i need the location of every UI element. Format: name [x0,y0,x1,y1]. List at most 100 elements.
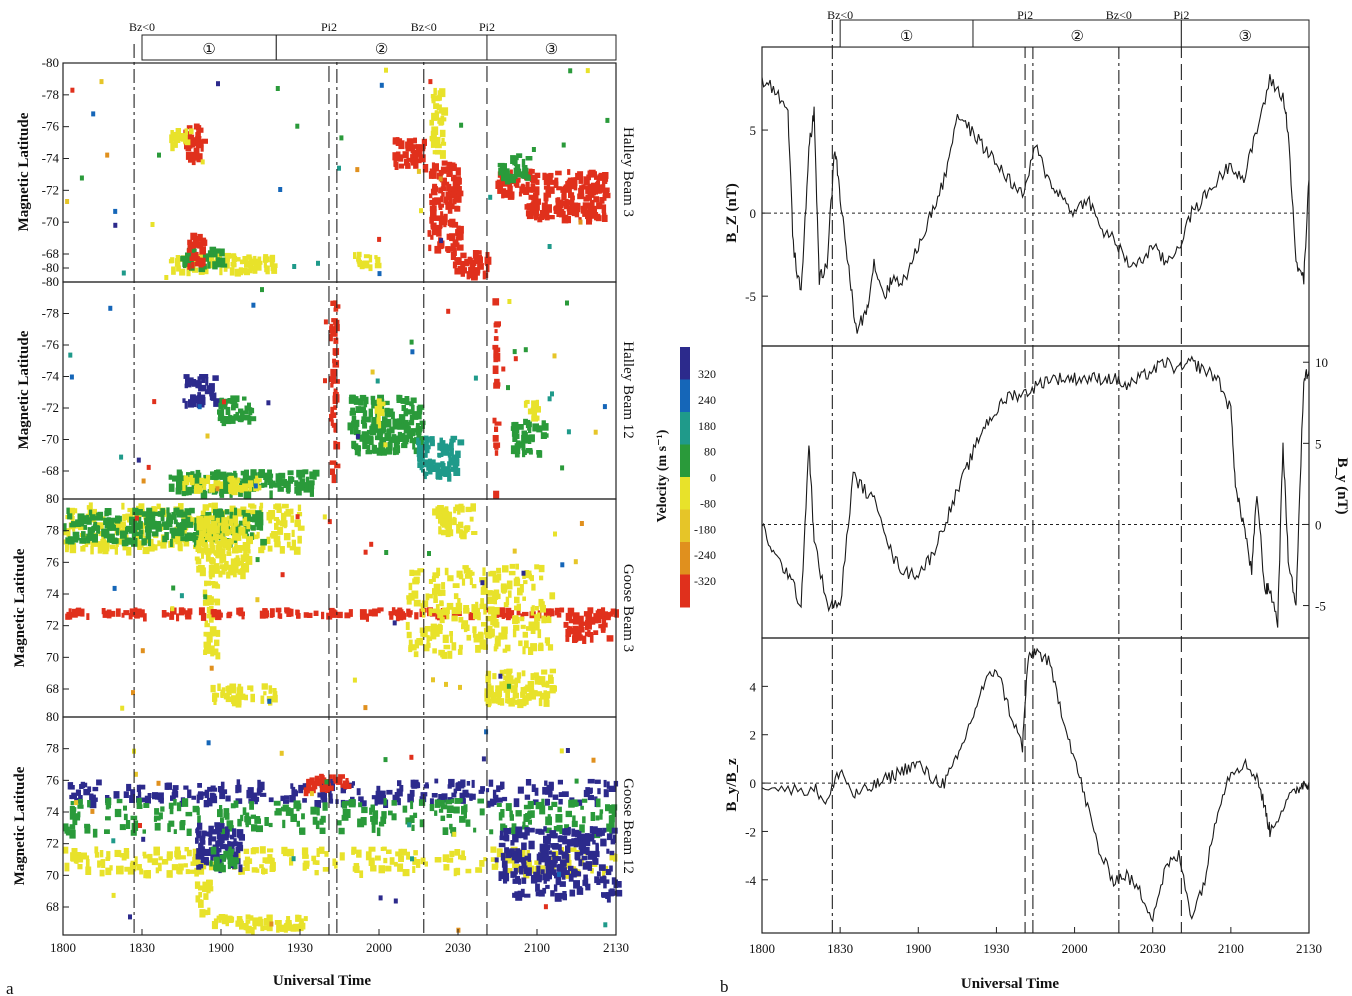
velocity-cell-r1-b2 [301,469,306,478]
velocity-cell-r2-b6 [520,616,525,622]
velocity-speckle-r2 [179,593,184,599]
velocity-cell-r2-b7 [527,692,534,698]
velocity-cell-r3-b2 [124,866,130,872]
velocity-cell-r0-b6 [417,148,423,157]
velocity-cell-r0-b2 [239,259,243,265]
velocity-speckle-r3 [90,808,95,814]
velocity-cell-r3-b2 [368,846,376,852]
velocity-cell-r3-b1 [580,805,584,810]
velocity-speckle-r3 [279,750,284,756]
y-tick-label-a: 78 [46,741,59,756]
velocity-cell-r3-b0 [558,798,563,805]
velocity-cell-r2-b3 [204,647,212,654]
velocity-cell-r0-b11 [569,182,577,190]
velocity-cell-r0-b11 [577,193,585,200]
velocity-cell-r1-b4 [332,360,340,368]
velocity-cell-r3-b1 [413,812,418,818]
velocity-cell-r3-b2 [311,855,317,862]
velocity-cell-r3-b2 [262,867,266,875]
velocity-cell-r2-b4 [244,694,248,701]
velocity-speckle-r2 [431,677,435,683]
velocity-cell-r3-b2 [374,855,381,861]
velocity-cell-r0-b6 [413,137,417,144]
velocity-cell-r0-b6 [405,162,411,169]
velocity-cell-r1-b4 [332,358,336,364]
velocity-speckle-r0 [295,123,300,129]
velocity-cell-r2-b6 [493,607,500,615]
velocity-cell-r0-b11 [563,191,567,199]
velocity-cell-r2-b5 [375,608,381,614]
velocity-cell-r1-b8 [492,417,497,424]
velocity-cell-r0-b9 [471,260,477,266]
velocity-cell-r3-b2 [491,863,499,870]
velocity-cell-r2-b5 [123,610,130,616]
velocity-cell-r2-b8 [442,518,446,528]
velocity-cell-r2-b7 [541,682,547,688]
velocity-cell-r2-b3 [206,606,213,613]
velocity-cell-r3-b6 [514,891,519,898]
velocity-cell-r0-b9 [468,271,473,279]
velocity-cell-r1-b2 [280,479,288,484]
velocity-cell-r2-b7 [545,691,551,699]
velocity-speckle-r3 [324,779,329,785]
velocity-cell-r3-b0 [485,788,490,793]
velocity-cell-r3-b1 [545,816,552,826]
velocity-cell-r3-b3 [208,837,212,846]
velocity-cell-r0-b1 [174,136,181,143]
velocity-cell-r3-b3 [208,825,214,835]
velocity-cell-r0-b4 [197,233,203,242]
velocity-cell-r2-b3 [204,580,211,586]
velocity-cell-r1-b2 [299,478,306,485]
interval-label: ② [375,42,388,58]
velocity-cell-r3-b1 [154,822,161,831]
velocity-cell-r0-b7 [456,225,461,234]
velocity-cell-r2-b0 [149,543,155,552]
velocity-cell-r0-b11 [560,187,564,193]
velocity-cell-r0-b7 [450,187,458,195]
velocity-cell-r2-b0 [141,523,146,529]
velocity-cell-r3-b1 [505,803,512,811]
velocity-cell-r2-b6 [529,575,534,582]
velocity-cell-r1-b9 [512,435,518,442]
velocity-cell-r1-b5 [347,422,354,431]
velocity-cell-r2-b5 [115,608,121,617]
velocity-cell-r3-b0 [397,798,401,806]
velocity-cell-r3-b6 [517,849,523,859]
velocity-cell-r0-b10 [502,189,510,198]
velocity-speckle-r0 [561,142,566,148]
velocity-cell-r3-b3 [216,832,221,840]
velocity-cell-r2-b7 [512,692,519,699]
velocity-cell-r3-b6 [585,883,591,891]
velocity-cell-r2-b0 [279,546,285,554]
velocity-cell-r2-b2 [196,515,204,524]
velocity-cell-r1-b2 [276,479,283,486]
velocity-cell-r2-b2 [201,552,204,559]
velocity-cell-r2-b1 [249,532,254,540]
velocity-cell-r1-b5 [410,438,417,443]
velocity-cell-r3-b0 [207,797,213,807]
velocity-cell-r2-b0 [268,510,276,518]
velocity-cell-r2-b2 [242,542,249,548]
velocity-cell-r1-b5 [415,426,421,433]
velocity-cell-r0-b4 [195,236,199,241]
velocity-cell-r2-b4 [261,683,268,690]
velocity-speckle-r0 [585,68,590,74]
velocity-cell-r3-b0 [126,783,132,792]
velocity-cell-r3-b6 [584,878,589,887]
velocity-cell-r2-b6 [544,637,550,644]
velocity-cell-r3-b1 [579,824,585,833]
velocity-cell-r0-b11 [529,169,535,174]
velocity-cell-r3-b6 [585,861,593,869]
velocity-cell-r2-b6 [449,636,453,643]
velocity-cell-r2-b5 [101,608,106,615]
velocity-cell-r0-b0 [184,141,191,150]
velocity-cell-r2-b5 [414,612,419,620]
velocity-cell-r2-b0 [127,507,134,513]
velocity-cell-r2-b2 [208,571,215,578]
velocity-cell-r3-b6 [516,854,523,863]
goose-beam-12-frame [62,716,617,936]
velocity-speckle-r1 [550,391,554,397]
velocity-cell-r2-b2 [209,515,215,521]
velocity-cell-r1-b0 [190,395,194,404]
